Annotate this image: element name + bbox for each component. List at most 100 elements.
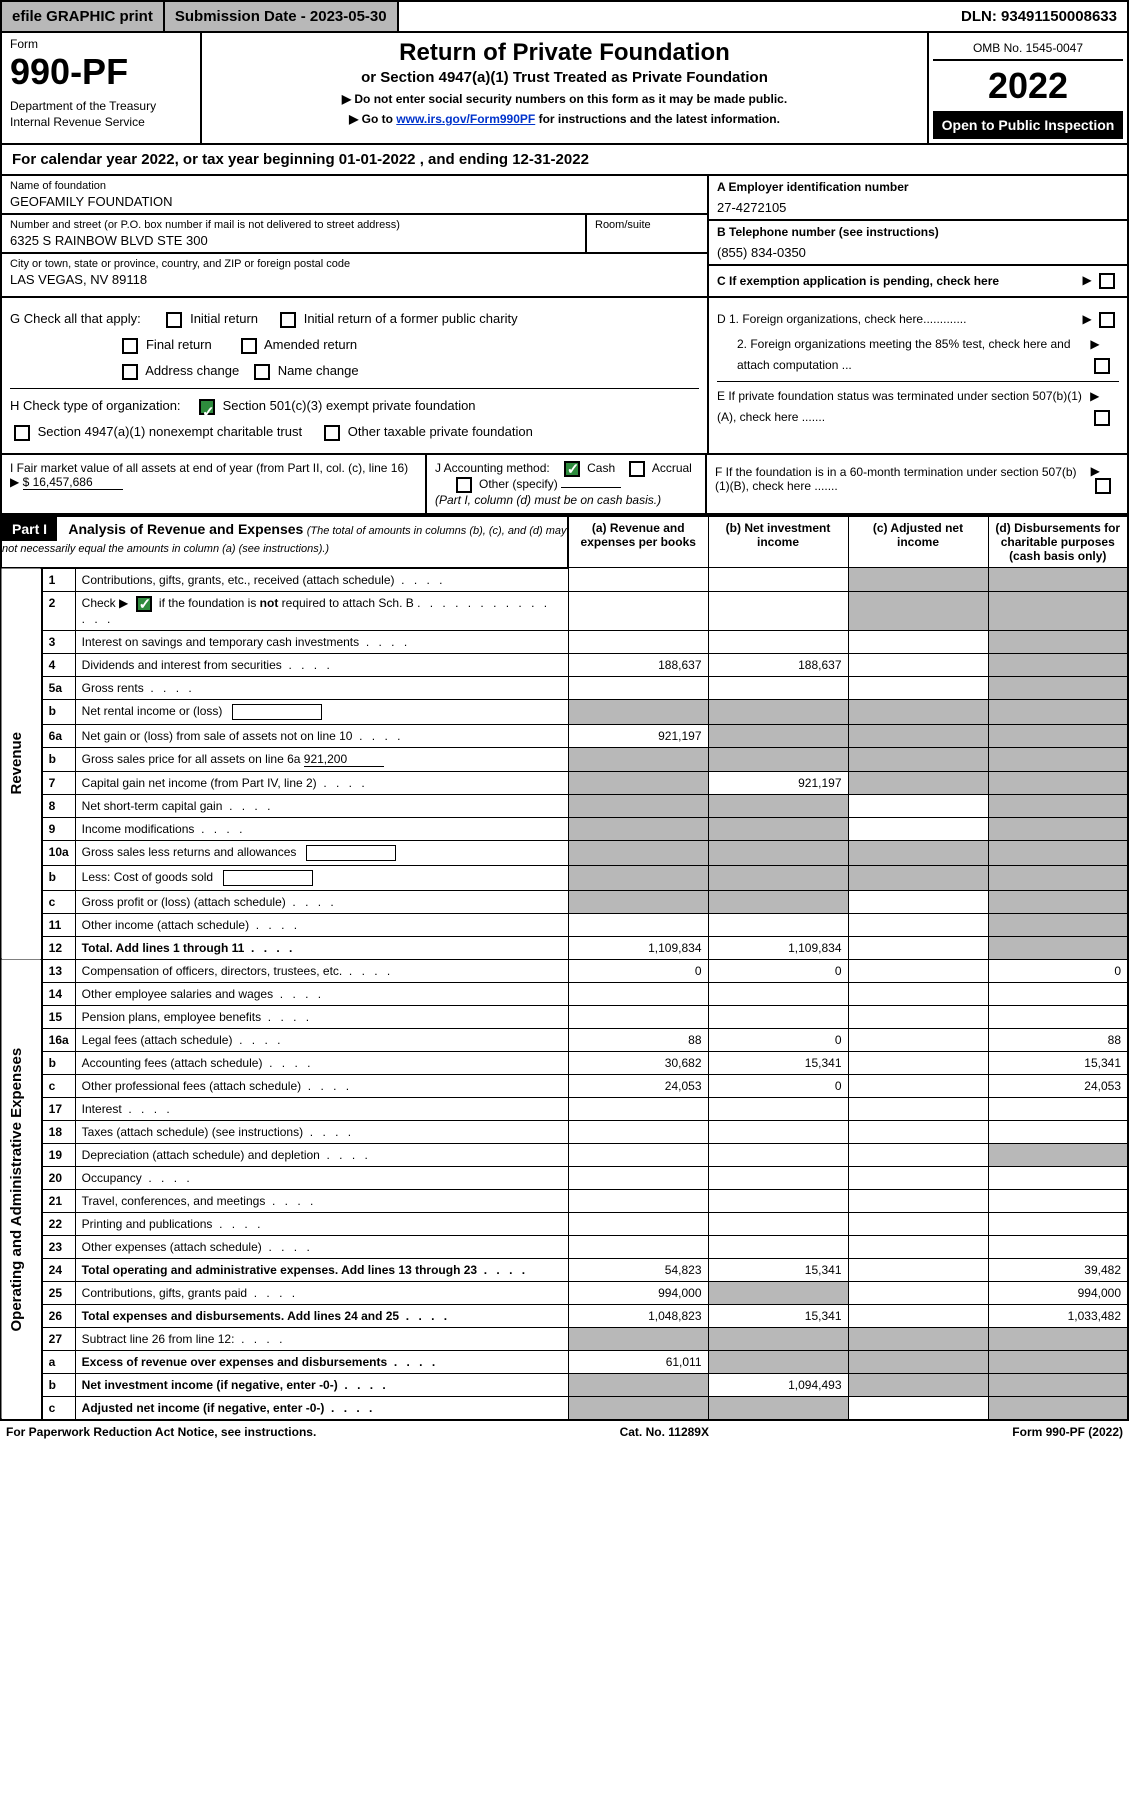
cell-c	[848, 1074, 988, 1097]
d1-label: D 1. Foreign organizations, check here..…	[717, 309, 966, 331]
g-initial-former-checkbox[interactable]	[280, 312, 296, 328]
line-text: Less: Cost of goods sold	[75, 865, 568, 890]
part1-badge: Part I	[2, 517, 57, 541]
footer-mid: Cat. No. 11289X	[620, 1425, 709, 1439]
j-other-checkbox[interactable]	[456, 477, 472, 493]
cell-c	[848, 1212, 988, 1235]
cell-b	[708, 1327, 848, 1350]
j-accrual-checkbox[interactable]	[629, 461, 645, 477]
cell-a: 1,048,823	[568, 1304, 708, 1327]
fillbox[interactable]	[232, 704, 322, 720]
j-cash-checkbox[interactable]	[564, 461, 580, 477]
cell-b	[708, 1396, 848, 1420]
line-number: 1	[42, 568, 76, 592]
cell-a: 0	[568, 959, 708, 982]
cell-c	[848, 982, 988, 1005]
schB-checkbox[interactable]	[136, 596, 152, 612]
cell-a	[568, 747, 708, 771]
room-label: Room/suite	[595, 219, 699, 231]
cell-c	[848, 1235, 988, 1258]
table-row: 2Check ▶ if the foundation is not requir…	[1, 591, 1128, 630]
h-other-checkbox[interactable]	[324, 425, 340, 441]
cell-a	[568, 890, 708, 913]
cell-a	[568, 1097, 708, 1120]
cell-d	[988, 1097, 1128, 1120]
g-initial-checkbox[interactable]	[166, 312, 182, 328]
h-4947-checkbox[interactable]	[14, 425, 30, 441]
table-row: cAdjusted net income (if negative, enter…	[1, 1396, 1128, 1420]
irs-link[interactable]: www.irs.gov/Form990PF	[396, 112, 535, 126]
cell-c	[848, 1327, 988, 1350]
table-row: bNet rental income or (loss)	[1, 699, 1128, 724]
line-text: Capital gain net income (from Part IV, l…	[75, 771, 568, 794]
cell-a	[568, 817, 708, 840]
cell-b	[708, 724, 848, 747]
h-501c3-checkbox[interactable]	[199, 399, 215, 415]
cell-b	[708, 865, 848, 890]
cell-b	[708, 630, 848, 653]
f-checkbox[interactable]	[1095, 478, 1111, 494]
note-2: ▶ Go to www.irs.gov/Form990PF for instru…	[208, 112, 921, 126]
e-checkbox[interactable]	[1094, 410, 1110, 426]
cell-c	[848, 1005, 988, 1028]
g-row: G Check all that apply: Initial return I…	[10, 306, 699, 384]
table-row: 20Occupancy . . . .	[1, 1166, 1128, 1189]
line-text: Occupancy . . . .	[75, 1166, 568, 1189]
cell-c	[848, 747, 988, 771]
calendar-year: For calendar year 2022, or tax year begi…	[0, 145, 1129, 176]
cell-d: 39,482	[988, 1258, 1128, 1281]
j-cash-label: Cash	[587, 461, 615, 475]
line-number: b	[42, 1373, 76, 1396]
i-cell: I Fair market value of all assets at end…	[2, 455, 427, 513]
tel-cell: B Telephone number (see instructions) (8…	[709, 221, 1127, 266]
note2-suffix: for instructions and the latest informat…	[535, 112, 780, 126]
line-number: 19	[42, 1143, 76, 1166]
table-row: 5aGross rents . . . .	[1, 676, 1128, 699]
g-label: G Check all that apply:	[10, 311, 141, 326]
cell-a	[568, 1166, 708, 1189]
cell-b	[708, 1005, 848, 1028]
table-row: bGross sales price for all assets on lin…	[1, 747, 1128, 771]
cell-a: 921,197	[568, 724, 708, 747]
cell-a: 188,637	[568, 653, 708, 676]
line-number: c	[42, 1396, 76, 1420]
city-label: City or town, state or province, country…	[10, 258, 699, 270]
line-number: 9	[42, 817, 76, 840]
line-number: 27	[42, 1327, 76, 1350]
g-address-checkbox[interactable]	[122, 364, 138, 380]
fillbox[interactable]	[306, 845, 396, 861]
cell-b: 15,341	[708, 1258, 848, 1281]
cell-a	[568, 771, 708, 794]
cell-c	[848, 1051, 988, 1074]
cell-a	[568, 568, 708, 592]
cell-c	[848, 653, 988, 676]
cell-d	[988, 1327, 1128, 1350]
i-label: I Fair market value of all assets at end…	[10, 461, 408, 475]
topbar: efile GRAPHIC print Submission Date - 20…	[0, 0, 1129, 33]
line-text: Net short-term capital gain . . . .	[75, 794, 568, 817]
cell-a: 54,823	[568, 1258, 708, 1281]
cell-c	[848, 794, 988, 817]
table-row: 27Subtract line 26 from line 12: . . . .	[1, 1327, 1128, 1350]
d2-checkbox[interactable]	[1094, 358, 1110, 374]
cell-b: 0	[708, 1074, 848, 1097]
ein-label: A Employer identification number	[717, 180, 1119, 194]
note-1: ▶ Do not enter social security numbers o…	[208, 92, 921, 106]
cell-b	[708, 1189, 848, 1212]
table-row: 3Interest on savings and temporary cash …	[1, 630, 1128, 653]
fillbox[interactable]	[223, 870, 313, 886]
h-opt-0: Section 501(c)(3) exempt private foundat…	[223, 398, 476, 413]
g-final-checkbox[interactable]	[122, 338, 138, 354]
line-text: Total. Add lines 1 through 11 . . . .	[75, 936, 568, 959]
cell-b	[708, 890, 848, 913]
cell-c	[848, 1258, 988, 1281]
g-amended-checkbox[interactable]	[241, 338, 257, 354]
cell-c	[848, 959, 988, 982]
cell-d	[988, 840, 1128, 865]
cell-c	[848, 913, 988, 936]
cell-d	[988, 630, 1128, 653]
g-name-checkbox[interactable]	[254, 364, 270, 380]
c-checkbox[interactable]	[1099, 273, 1115, 289]
d1-checkbox[interactable]	[1099, 312, 1115, 328]
cell-c	[848, 1166, 988, 1189]
